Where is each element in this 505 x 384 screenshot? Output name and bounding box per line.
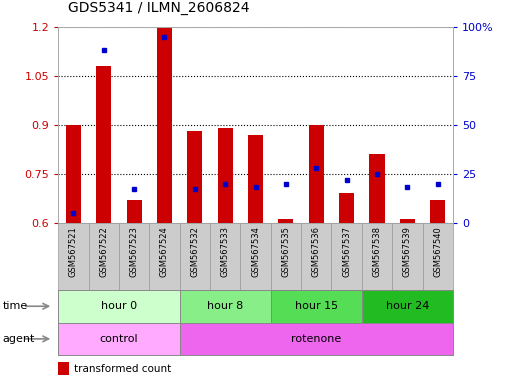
Bar bbox=[126, 200, 141, 223]
Text: GSM567524: GSM567524 bbox=[160, 226, 169, 277]
Text: hour 0: hour 0 bbox=[100, 301, 137, 311]
Bar bbox=[270, 223, 300, 290]
Bar bbox=[66, 125, 81, 223]
Text: GSM567540: GSM567540 bbox=[432, 226, 441, 277]
Text: hour 8: hour 8 bbox=[207, 301, 243, 311]
Bar bbox=[157, 27, 172, 223]
Text: GSM567521: GSM567521 bbox=[69, 226, 78, 277]
Text: transformed count: transformed count bbox=[74, 364, 171, 374]
Bar bbox=[88, 223, 119, 290]
Text: GSM567539: GSM567539 bbox=[402, 226, 411, 277]
Bar bbox=[58, 362, 69, 375]
Text: agent: agent bbox=[3, 334, 35, 344]
Bar bbox=[240, 223, 270, 290]
Bar bbox=[187, 131, 202, 223]
Bar bbox=[179, 223, 210, 290]
Text: rotenone: rotenone bbox=[290, 334, 341, 344]
Text: time: time bbox=[3, 301, 28, 311]
Bar bbox=[217, 128, 232, 223]
Text: hour 24: hour 24 bbox=[385, 301, 428, 311]
Bar bbox=[429, 200, 444, 223]
Bar bbox=[369, 154, 384, 223]
Text: GSM567532: GSM567532 bbox=[190, 226, 199, 277]
Text: GSM567523: GSM567523 bbox=[129, 226, 138, 277]
Bar bbox=[278, 220, 293, 223]
Bar bbox=[247, 135, 263, 223]
Bar bbox=[96, 66, 111, 223]
Text: GSM567536: GSM567536 bbox=[311, 226, 320, 277]
Text: GSM567537: GSM567537 bbox=[341, 226, 350, 277]
Bar bbox=[399, 220, 414, 223]
Text: GSM567538: GSM567538 bbox=[372, 226, 381, 277]
Bar bbox=[422, 223, 452, 290]
Text: hour 15: hour 15 bbox=[294, 301, 337, 311]
Bar bbox=[308, 125, 323, 223]
Text: control: control bbox=[99, 334, 138, 344]
Bar bbox=[119, 223, 149, 290]
Bar bbox=[361, 223, 391, 290]
Text: GSM567533: GSM567533 bbox=[220, 226, 229, 277]
Bar bbox=[210, 223, 240, 290]
Text: GDS5341 / ILMN_2606824: GDS5341 / ILMN_2606824 bbox=[68, 2, 249, 15]
Text: GSM567534: GSM567534 bbox=[250, 226, 260, 277]
Bar bbox=[300, 223, 331, 290]
Bar bbox=[58, 223, 88, 290]
Bar bbox=[391, 223, 422, 290]
Text: GSM567522: GSM567522 bbox=[99, 226, 108, 277]
Bar bbox=[338, 194, 354, 223]
Bar bbox=[149, 223, 179, 290]
Bar bbox=[331, 223, 361, 290]
Text: GSM567535: GSM567535 bbox=[281, 226, 290, 277]
